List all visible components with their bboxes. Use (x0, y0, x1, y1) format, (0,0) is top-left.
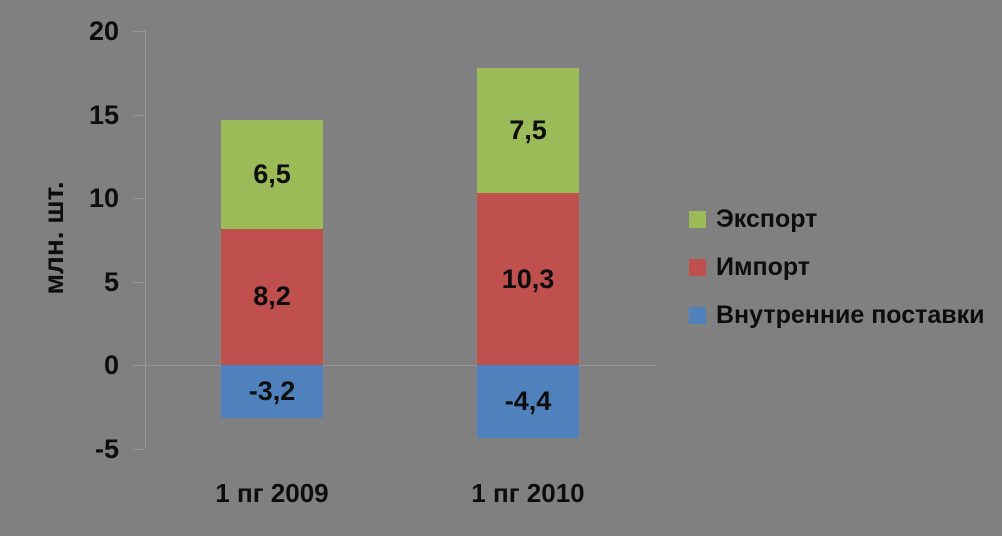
y-tick-label: 5 (103, 267, 119, 297)
y-tick-label: 10 (88, 183, 119, 213)
legend-label: Внутренние поставки (716, 300, 985, 329)
bar-value-label: 10,3 (501, 263, 555, 294)
bar-segment: 6,5 (221, 120, 323, 229)
bar-segment: -3,2 (221, 365, 323, 418)
zero-gridline (145, 365, 656, 366)
bar-value-label: 6,5 (253, 159, 291, 189)
y-tick-mark (133, 31, 145, 32)
bar-value-label: 8,2 (253, 281, 291, 311)
bar-segment: 10,3 (477, 193, 579, 365)
y-tick-mark (133, 198, 145, 199)
x-category-label: 1 пг 2010 (471, 478, 585, 508)
bar-value-label: 7,5 (509, 115, 547, 145)
y-tick-mark (133, 282, 145, 283)
legend-item: Экспорт (689, 195, 985, 243)
y-tick-label: 0 (103, 350, 119, 380)
y-tick-label: -5 (94, 434, 119, 464)
y-tick-mark (133, 365, 145, 366)
legend-color-marker (689, 258, 706, 276)
legend-item: Внутренние поставки (689, 291, 985, 339)
bar-value-label: -3,2 (248, 376, 296, 406)
legend-color-marker (689, 210, 706, 228)
legend-color-marker (689, 306, 706, 324)
y-tick-label: 15 (88, 100, 119, 130)
legend: Экспорт Импорт Внутренние поставки (689, 195, 985, 339)
legend-label: Импорт (716, 252, 811, 281)
bar-segment: 7,5 (477, 68, 579, 193)
bar-segment: 8,2 (221, 228, 323, 365)
bar-segment: -4,4 (477, 365, 579, 438)
y-tick-mark (133, 449, 145, 450)
legend-item: Импорт (689, 243, 985, 291)
y-tick-mark (133, 115, 145, 116)
bar-value-label: -4,4 (504, 386, 552, 416)
y-axis-line (145, 30, 146, 448)
x-category-label: 1 пг 2009 (215, 478, 329, 508)
legend-label: Экспорт (716, 204, 818, 233)
y-tick-label: 20 (88, 16, 119, 46)
